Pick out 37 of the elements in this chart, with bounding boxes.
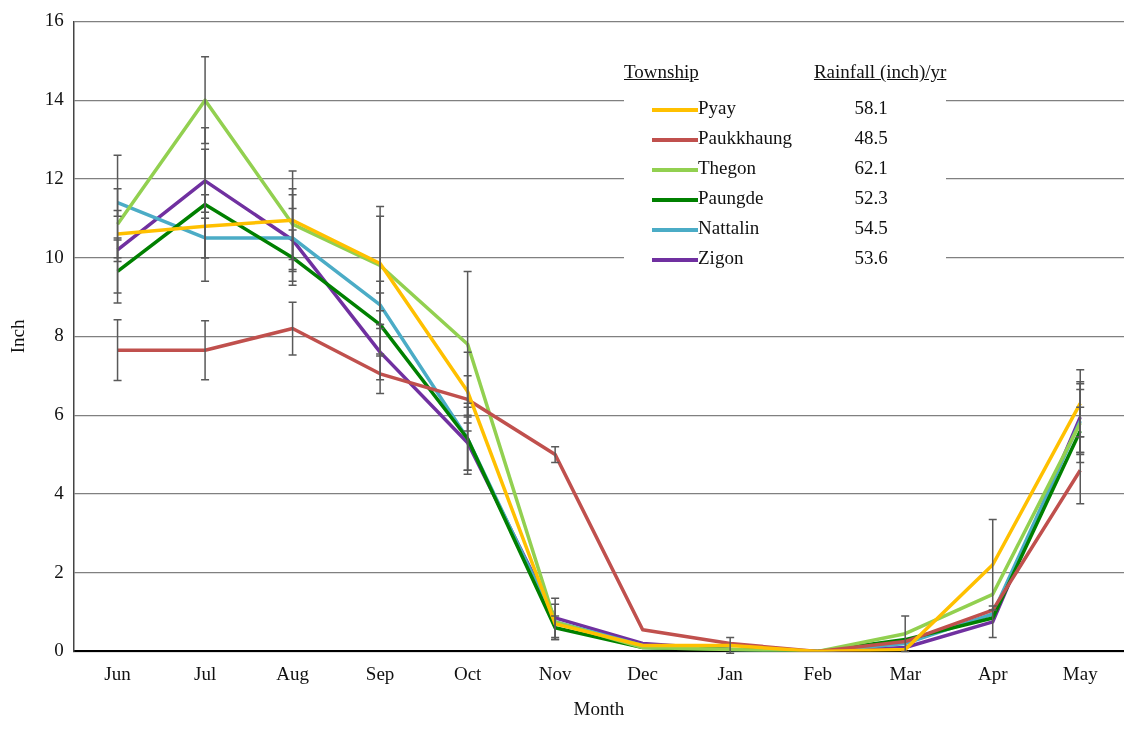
y-tick-label: 2 — [54, 560, 64, 582]
x-axis-title: Month — [573, 697, 625, 719]
x-tick-label: Dec — [627, 662, 658, 684]
x-tick-label: Oct — [453, 662, 483, 684]
legend-label: Pyay — [698, 96, 737, 121]
annotation: Rainfall (inch)/yr — [812, 60, 947, 85]
y-tick-label: 4 — [54, 481, 65, 503]
x-tick-label: Aug — [276, 662, 310, 684]
y-tick-label: 16 — [44, 9, 64, 31]
x-tick-label: Jun — [104, 662, 132, 684]
x-tick-label: May — [1062, 662, 1099, 684]
y-tick-label: 14 — [44, 88, 65, 110]
x-tick-label: Jul — [193, 662, 217, 684]
annotation: 58.1 — [853, 96, 889, 121]
x-tick-label: Nov — [538, 662, 572, 684]
y-tick-label: 8 — [54, 324, 64, 346]
legend-title: Township — [624, 60, 700, 85]
legend-label: Paungde — [698, 186, 765, 211]
legend-label: Zigon — [698, 246, 745, 271]
annotation: 48.5 — [853, 126, 889, 151]
y-axis-title: Inch — [7, 319, 29, 354]
annotation: 53.6 — [853, 246, 889, 271]
x-tick-label: Sep — [365, 662, 395, 684]
x-tick-label: Apr — [977, 662, 1009, 684]
annotation: 62.1 — [853, 156, 889, 181]
x-tick-label: Feb — [803, 662, 832, 684]
y-tick-label: 6 — [54, 403, 64, 425]
legend-label: Paukkhaung — [698, 126, 792, 151]
annotation: 54.5 — [853, 216, 889, 241]
legend-label: Nattalin — [698, 216, 761, 241]
y-tick-label: 10 — [44, 245, 64, 267]
y-tick-label: 0 — [54, 639, 64, 661]
x-tick-label: Mar — [889, 662, 922, 684]
x-tick-label: Jan — [717, 662, 744, 684]
annotation: 52.3 — [853, 186, 889, 211]
legend-label: Thegon — [698, 156, 758, 181]
y-tick-label: 12 — [44, 166, 64, 188]
